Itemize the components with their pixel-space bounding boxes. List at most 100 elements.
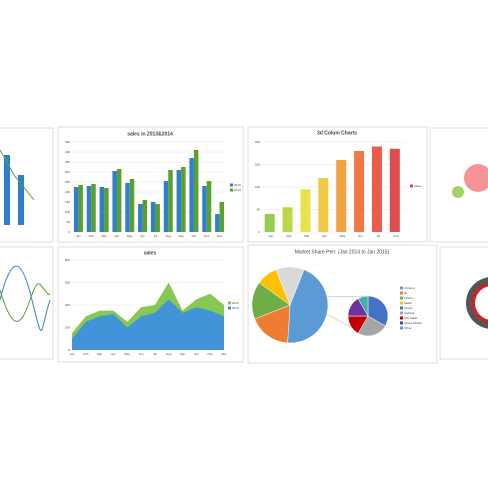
bar: [86, 186, 92, 232]
y-tick-label: 200: [255, 140, 260, 144]
y-tick-label: 400: [65, 303, 70, 307]
x-tick-label: Aug: [166, 234, 172, 238]
x-tick-label: Dec: [217, 234, 223, 238]
bar: [99, 187, 105, 232]
bar: [4, 155, 10, 225]
legend-label: 2013: [234, 183, 241, 187]
bar: [215, 214, 220, 232]
y-tick-label: 800: [65, 258, 70, 262]
legend-label: Opera Mobile: [404, 321, 422, 325]
legend-label: iOS Safari: [404, 316, 418, 320]
bar: [104, 188, 109, 232]
legend-swatch: [400, 296, 403, 300]
x-tick-label: Jun: [139, 352, 144, 356]
bar: [155, 204, 160, 232]
bar: [189, 158, 194, 232]
y-tick-label: 100: [255, 185, 260, 189]
line: [0, 283, 51, 322]
legend-label: 2013: [232, 306, 239, 310]
x-tick-label: Jun: [140, 234, 145, 238]
right-panel-top: [429, 127, 488, 243]
bar: [18, 175, 24, 225]
y-tick-label: 400: [65, 150, 70, 154]
legend-label: Opera: [404, 306, 413, 310]
legend-swatch: [400, 291, 403, 295]
bar: [78, 185, 83, 232]
pie-slice: [367, 295, 389, 327]
area: [72, 299, 224, 350]
x-tick-label: Mar: [304, 234, 309, 238]
legend-label: Firefox: [404, 296, 414, 300]
x-tick-label: Oct: [192, 234, 197, 238]
x-tick-label: Feb: [89, 234, 95, 238]
bar: [354, 151, 365, 232]
connector: [324, 295, 369, 298]
y-tick-label: 350: [65, 160, 70, 164]
x-tick-label: Jan: [269, 234, 274, 238]
legend-label: Android: [404, 311, 415, 315]
bar: [264, 214, 275, 232]
bar: [193, 150, 199, 232]
legend-swatch: [400, 306, 403, 310]
legend-swatch: [230, 183, 233, 187]
bar: [371, 146, 382, 232]
legend-swatch: [400, 321, 403, 325]
x-tick-label: Jan: [70, 352, 75, 356]
y-tick-label: 200: [65, 325, 70, 329]
y-tick-label: 600: [65, 280, 70, 284]
legend-swatch: [400, 311, 403, 315]
y-tick-label: 50: [257, 207, 261, 211]
bar: [389, 148, 400, 232]
x-tick-label: Nov: [204, 234, 210, 238]
bubble: [464, 164, 488, 192]
y-tick-label: 150: [65, 200, 70, 204]
legend-swatch: [228, 306, 231, 310]
x-tick-label: Jul: [376, 234, 380, 238]
x-tick-label: May: [124, 352, 130, 356]
pie-slice: [287, 269, 329, 344]
pie-slice: [357, 315, 386, 337]
left-panel-top: [0, 127, 54, 243]
y-tick-label: 150: [255, 162, 260, 166]
bar: [206, 181, 212, 232]
bar: [163, 181, 169, 232]
bar: [91, 184, 96, 232]
x-tick-label: Dec: [221, 352, 227, 356]
legend-swatch: [400, 286, 403, 290]
chart-title: 3d Colum Charts: [317, 130, 357, 136]
x-tick-label: Sep: [178, 234, 184, 238]
y-tick-label: 200: [65, 190, 70, 194]
x-tick-label: Jun: [358, 234, 363, 238]
legend-label: Chrome: [404, 286, 415, 290]
bar: [150, 202, 156, 232]
legend-label: 2014: [234, 188, 241, 192]
y-tick-label: 100: [65, 210, 70, 214]
bubble: [452, 186, 464, 198]
x-tick-label: Mar: [97, 352, 102, 356]
x-tick-label: Jul: [153, 352, 157, 356]
chart-title: sales: [144, 250, 157, 256]
bar: [125, 183, 130, 232]
legend-label: Other: [404, 326, 412, 330]
x-tick-label: Aug: [393, 234, 399, 238]
bar: [168, 170, 173, 232]
bar: [219, 202, 225, 232]
pie-slice: [254, 304, 291, 344]
y-tick-label: 250: [65, 180, 70, 184]
bar: [142, 200, 148, 232]
bar: [318, 178, 329, 232]
x-tick-label: Apr: [322, 234, 327, 238]
pie-slice: [357, 295, 369, 317]
y-tick-label: 0: [258, 230, 260, 234]
bar: [138, 204, 143, 232]
bar: [300, 189, 311, 232]
y-tick-label: 300: [65, 170, 70, 174]
bar: [176, 170, 182, 232]
bar: [73, 187, 79, 232]
chart-title: sales in 2013&2014: [127, 131, 173, 137]
x-tick-label: Apr: [115, 234, 120, 238]
legend-label: IE: [404, 291, 407, 295]
legend-swatch: [230, 188, 233, 192]
bar: [282, 207, 293, 232]
